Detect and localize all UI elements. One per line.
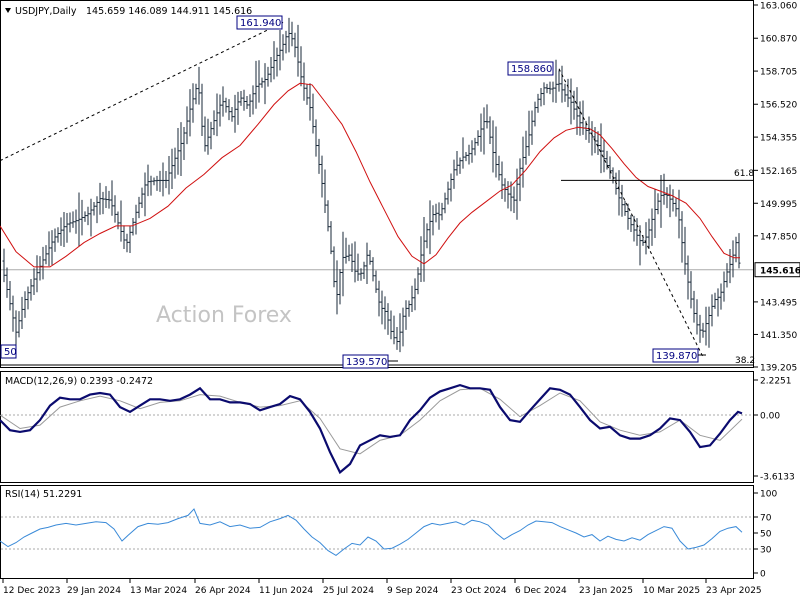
price-tick-label: 163.060: [760, 2, 797, 12]
price-tick-label: 147.850: [760, 232, 797, 242]
symbol-header: USDJPY,Daily: [15, 6, 77, 17]
rsi-tick-label: 0: [760, 570, 766, 580]
date-tick-label: 13 Mar 2024: [130, 586, 187, 596]
date-tick-label: 11 Jun 2024: [259, 586, 313, 596]
last-price-tag: [754, 262, 800, 278]
macd-tick-label: 2.2251: [760, 377, 792, 387]
high-label-161940: 161.940: [240, 18, 281, 29]
date-tick-label: 23 Jan 2025: [579, 586, 633, 596]
fib-label-50-box: [0, 344, 17, 359]
date-tick-label: 26 Apr 2024: [195, 586, 251, 596]
rsi-line: [0, 508, 743, 557]
low-label-139570: 139.570: [346, 357, 387, 368]
price-tick-label: 154.355: [760, 134, 797, 144]
watermark: Action Forex: [156, 303, 292, 328]
price-tick-label: 156.520: [760, 101, 797, 111]
fib-label-618: 61.8: [734, 169, 754, 179]
price-tick-label: 149.995: [760, 200, 797, 210]
price-tick-label: 158.705: [760, 68, 797, 78]
macd-tick-label: 0.00: [760, 412, 780, 422]
date-tick-label: 12 Dec 2023: [3, 586, 61, 596]
macd-signal-line: [0, 387, 743, 455]
date-tick-label: 6 Dec 2024: [515, 586, 567, 596]
dropdown-triangle-icon[interactable]: [5, 8, 11, 13]
date-tick-label: 29 Jan 2024: [67, 586, 121, 596]
high-label-161940-box: [236, 15, 283, 30]
fib-label-382: 38.2: [735, 356, 755, 366]
macd-title: MACD(12,26,9) 0.2393 -0.2472: [5, 376, 153, 387]
rsi-tick-label: 30: [760, 546, 772, 556]
moving-average: [0, 82, 740, 268]
date-axis: 12 Dec 2023 29 Jan 2024 13 Mar 2024 26 Apr …: [2, 579, 762, 596]
price-tick-label: 139.205: [760, 364, 797, 374]
moving-average-line: [0, 82, 740, 268]
date-tick-label: 10 Mar 2025: [643, 586, 700, 596]
rsi-plot: 100 70 50 30 0: [0, 490, 777, 580]
fibonacci-lines: [0, 21, 753, 366]
price-annotations: 161.940 158.860 139.570 139.870 50 61.8 38.2: [0, 15, 755, 369]
price-tick-label: 160.870: [760, 35, 797, 45]
low-label-139870: 139.870: [656, 351, 697, 362]
macd-tick-label: -3.6133: [760, 473, 795, 483]
macd-panel-frame: [0, 371, 754, 483]
rsi-tick-label: 50: [760, 530, 772, 540]
date-tick-label: 23 Oct 2024: [451, 586, 507, 596]
rsi-tick-label: 70: [760, 514, 772, 524]
fib-label-50: 50: [4, 347, 17, 358]
date-tick-label: 25 Jul 2024: [323, 586, 374, 596]
rsi-panel-frame: [0, 485, 754, 579]
date-tick-label: 9 Sep 2024: [387, 586, 439, 596]
high-label-158860-box: [507, 61, 554, 76]
macd-plot: 2.2251 0.00 -3.6133: [0, 377, 795, 483]
price-y-ticks: 163.060 160.870 158.705 156.520 154.355 152.1…: [754, 2, 800, 374]
high-label-158860: 158.860: [511, 64, 552, 75]
date-tick-label: 23 Apr 2025: [706, 586, 762, 596]
price-tick-label: 141.350: [760, 331, 797, 341]
ohlc-header: 145.659 146.089 144.911 145.616: [86, 6, 252, 17]
price-panel-frame: [0, 0, 754, 368]
trend-line-rise: [0, 21, 285, 162]
price-tick-label: 152.165: [760, 167, 797, 177]
rsi-title: RSI(14) 51.2291: [5, 489, 82, 500]
trend-line-fall: [558, 68, 704, 358]
macd-line: [0, 383, 743, 475]
rsi-tick-label: 100: [760, 490, 777, 500]
price-tick-label: 143.495: [760, 298, 797, 308]
price-tick-label: 145.616: [760, 267, 800, 277]
price-bars: [2, 17, 741, 353]
